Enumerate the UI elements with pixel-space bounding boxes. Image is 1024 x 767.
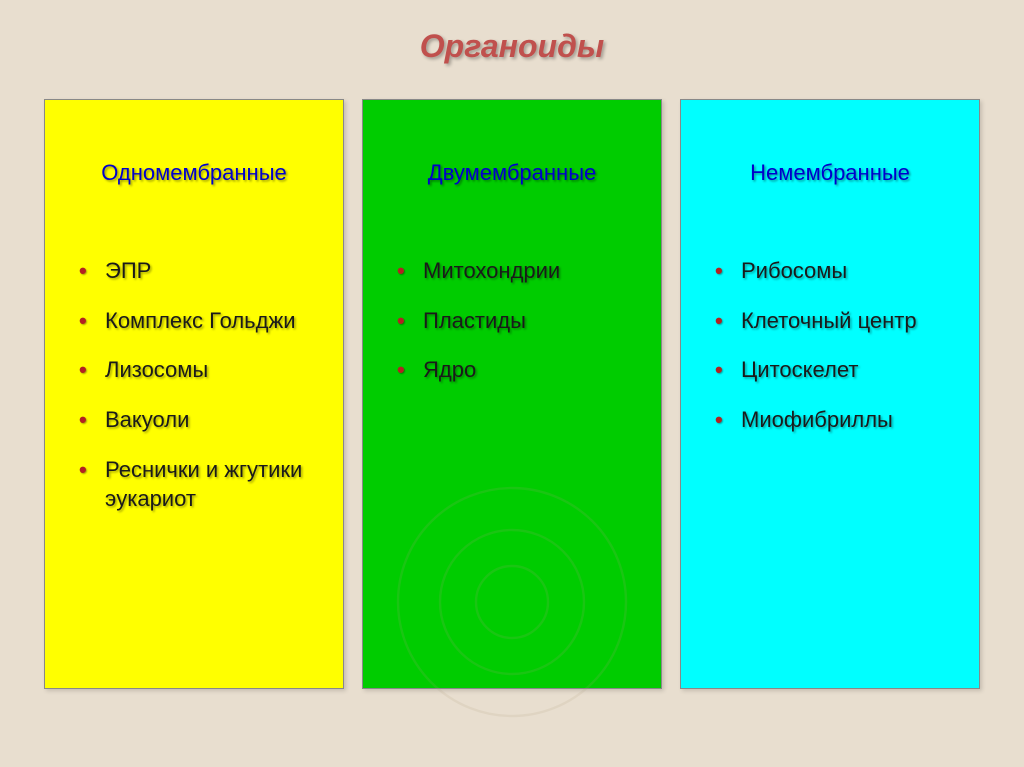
list-item: Клеточный центр (711, 306, 957, 336)
list-item: Рибосомы (711, 256, 957, 286)
list-item: Митохондрии (393, 256, 639, 286)
list-item: Комплекс Гольджи (75, 306, 321, 336)
column-heading: Двумембранные (385, 160, 639, 186)
item-list: ЭПР Комплекс Гольджи Лизосомы Вакуоли Ре… (67, 256, 321, 514)
list-item: Пластиды (393, 306, 639, 336)
list-item: Лизосомы (75, 355, 321, 385)
list-item: Ядро (393, 355, 639, 385)
list-item: Миофибриллы (711, 405, 957, 435)
column-heading: Немембранные (703, 160, 957, 186)
list-item: Вакуоли (75, 405, 321, 435)
slide-title: Органоиды (0, 0, 1024, 75)
item-list: Рибосомы Клеточный центр Цитоскелет Миоф… (703, 256, 957, 435)
list-item: Реснички и жгутики эукариот (75, 455, 321, 514)
column-single-membrane: Одномембранные ЭПР Комплекс Гольджи Лизо… (44, 99, 344, 689)
item-list: Митохондрии Пластиды Ядро (385, 256, 639, 385)
column-heading: Одномембранные (67, 160, 321, 186)
column-double-membrane: Двумембранные Митохондрии Пластиды Ядро (362, 99, 662, 689)
column-non-membrane: Немембранные Рибосомы Клеточный центр Ци… (680, 99, 980, 689)
columns-container: Одномембранные ЭПР Комплекс Гольджи Лизо… (0, 75, 1024, 689)
list-item: Цитоскелет (711, 355, 957, 385)
list-item: ЭПР (75, 256, 321, 286)
